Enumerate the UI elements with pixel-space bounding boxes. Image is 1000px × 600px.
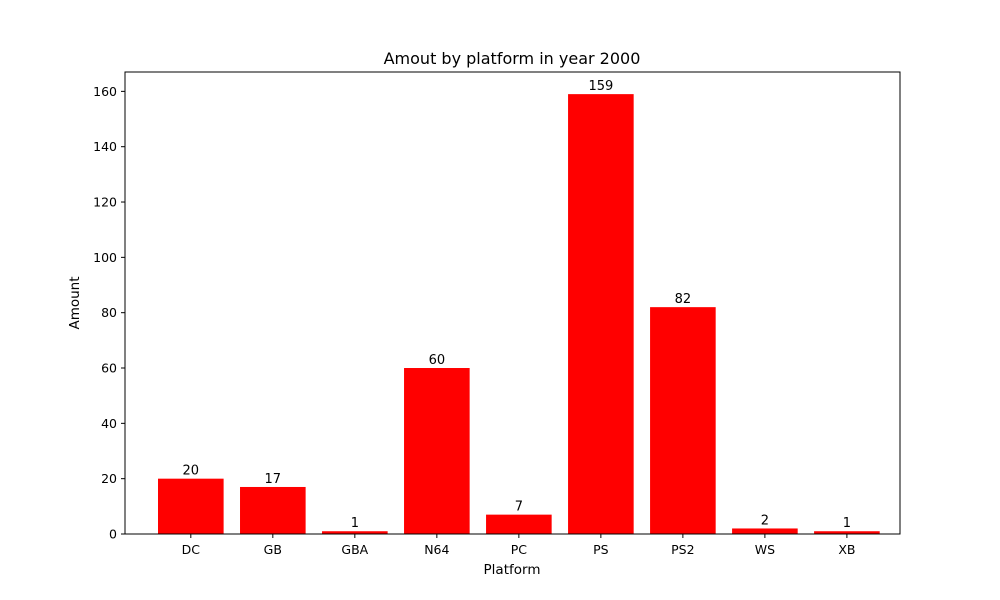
y-tick-label: 60 [101,361,117,376]
bar-value-labels: 20 17 1 60 7 159 82 2 1 [183,79,851,531]
bar-value-label: 20 [183,464,200,479]
bar-xb [814,531,880,534]
x-axis-label: Platform [484,562,541,578]
bars-group [158,94,880,534]
x-axis: DC GB GBA N64 PC PS PS2 WS XB [182,534,855,557]
bar-gb [240,486,306,534]
y-tick-label: 20 [101,471,117,486]
y-tick-label: 40 [101,416,117,431]
x-tick-label: PS [593,542,609,557]
bar-value-label: 1 [351,516,359,531]
y-tick-label: 160 [93,84,117,99]
x-tick-label: XB [838,542,855,557]
y-axis-label: Amount [67,276,83,329]
y-tick-label: 80 [101,305,117,320]
bar-gba [322,531,388,534]
bar-value-label: 82 [675,292,692,307]
x-tick-label: PS2 [671,542,694,557]
bar-value-label: 17 [265,472,282,487]
bar-dc [158,478,224,534]
y-tick-label: 120 [93,195,117,210]
bar-ws [732,528,798,534]
x-tick-label: WS [755,542,775,557]
x-tick-label: DC [182,542,201,557]
bar-value-label: 2 [761,513,769,528]
y-tick-label: 140 [93,139,117,154]
x-tick-label: N64 [424,542,449,557]
bar-value-label: 159 [588,79,613,94]
y-tick-label: 100 [93,250,117,265]
bar-pc [486,514,552,534]
x-tick-label: PC [511,542,528,557]
x-tick-label: GB [264,542,282,557]
plot-frame [124,71,901,535]
bar-ps [568,94,634,534]
bar-value-label: 60 [429,353,446,368]
y-axis: 0 20 40 60 80 100 120 140 160 [93,84,125,542]
bar-ps2 [650,307,716,534]
bar-value-label: 7 [515,500,523,515]
bar-n64 [404,368,470,534]
x-tick-label: GBA [341,542,368,557]
chart-title: Amout by platform in year 2000 [384,49,641,68]
y-tick-label: 0 [109,527,117,542]
bar-value-label: 1 [843,516,851,531]
